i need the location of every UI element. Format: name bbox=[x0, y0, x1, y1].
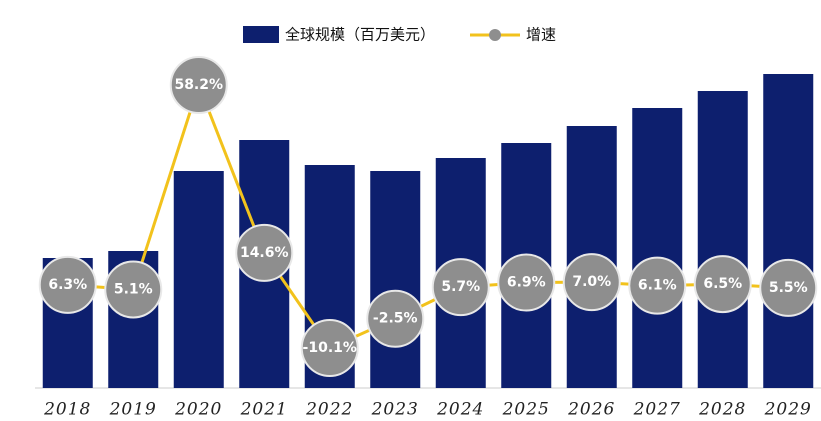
data-label: -10.1% bbox=[303, 340, 357, 356]
x-tick-label: 2018 bbox=[43, 400, 91, 420]
growth-marker bbox=[366, 289, 425, 348]
data-label: 7.0% bbox=[572, 274, 611, 290]
growth-marker bbox=[693, 255, 752, 314]
growth-marker bbox=[38, 255, 97, 314]
growth-marker bbox=[628, 256, 687, 315]
data-label: 5.5% bbox=[769, 280, 808, 296]
x-tick-label: 2019 bbox=[109, 400, 157, 420]
bar bbox=[763, 74, 814, 388]
growth-marker bbox=[169, 56, 228, 114]
x-tick-label: 2026 bbox=[567, 400, 615, 420]
growth-marker bbox=[431, 258, 490, 317]
bar bbox=[697, 91, 748, 388]
growth-marker bbox=[300, 319, 359, 377]
data-label: 5.7% bbox=[441, 279, 480, 295]
data-label: 6.1% bbox=[638, 278, 677, 294]
x-tick-label: 2029 bbox=[764, 400, 812, 420]
data-label: 6.5% bbox=[703, 276, 742, 292]
growth-marker bbox=[562, 253, 621, 312]
bar bbox=[173, 171, 224, 388]
data-label: 14.6% bbox=[240, 245, 289, 261]
bar bbox=[632, 108, 683, 388]
data-label: -2.5% bbox=[373, 311, 418, 327]
x-tick-label: 2021 bbox=[240, 400, 288, 420]
legend-marker bbox=[489, 29, 501, 41]
legend-swatch-bar bbox=[243, 26, 279, 43]
growth-marker bbox=[235, 223, 294, 282]
data-label: 6.9% bbox=[507, 275, 546, 291]
growth-marker bbox=[497, 253, 556, 312]
legend-label: 增速 bbox=[526, 26, 556, 44]
growth-marker bbox=[759, 258, 818, 317]
growth-marker bbox=[104, 260, 163, 319]
legend-label: 全球规模（百万美元） bbox=[285, 26, 435, 44]
data-label: 6.3% bbox=[48, 277, 87, 293]
x-tick-label: 2020 bbox=[174, 400, 222, 420]
x-tick-label: 2023 bbox=[371, 400, 419, 420]
data-label: 58.2% bbox=[174, 77, 223, 93]
x-tick-label: 2025 bbox=[502, 400, 550, 420]
x-tick-label: 2022 bbox=[305, 400, 353, 420]
data-label: 5.1% bbox=[114, 281, 153, 297]
x-tick-label: 2027 bbox=[633, 400, 681, 420]
bar bbox=[370, 171, 421, 388]
x-tick-label: 2028 bbox=[698, 400, 746, 420]
x-tick-label: 2024 bbox=[436, 400, 484, 420]
